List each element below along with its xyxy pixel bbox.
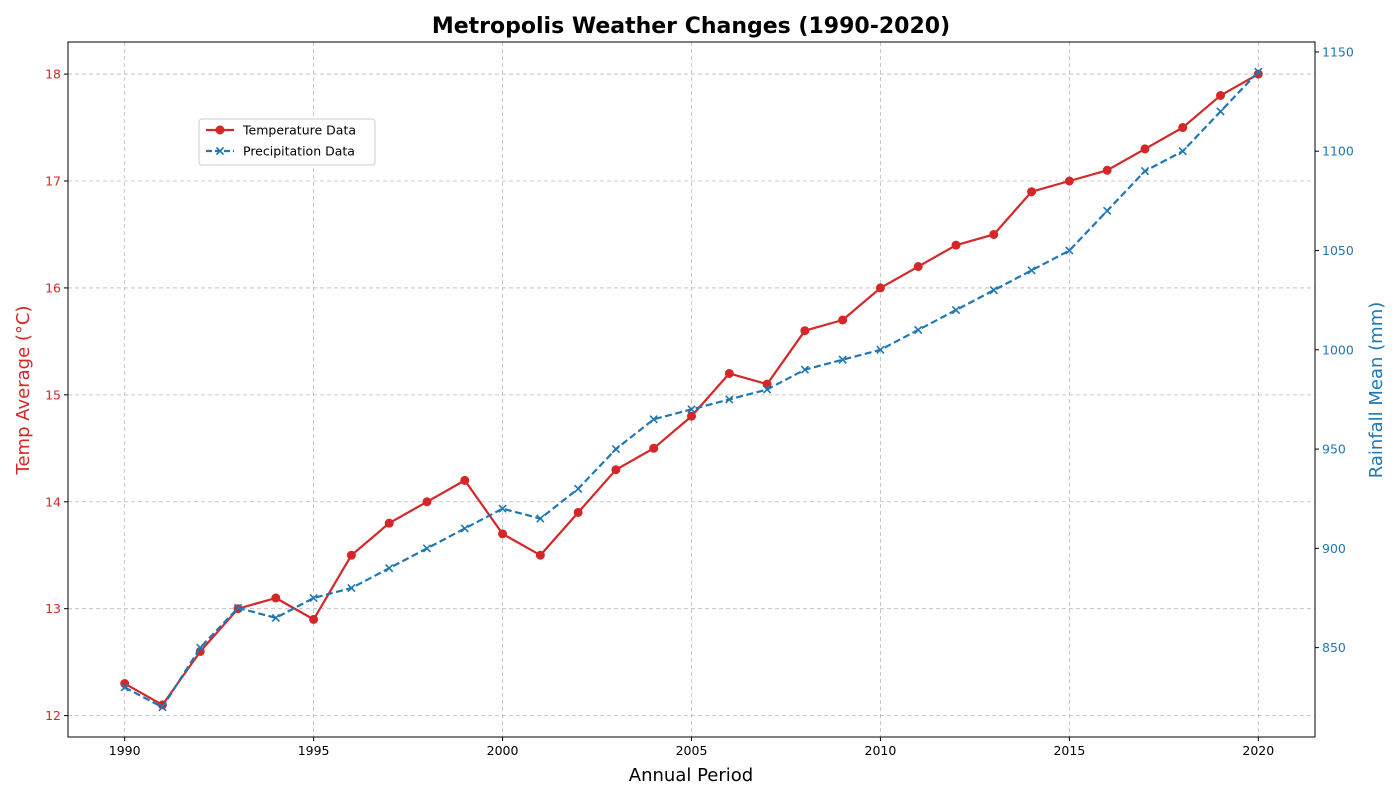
- data-point: [1103, 206, 1112, 215]
- data-point: [573, 507, 583, 517]
- data-point: [309, 593, 318, 603]
- data-point: [422, 497, 432, 507]
- data-point: [838, 315, 848, 325]
- data-point: [233, 603, 243, 613]
- data-point: [1254, 67, 1263, 76]
- legend-box: [198, 118, 376, 166]
- data-point: [951, 240, 961, 250]
- data-point: [875, 283, 885, 293]
- data-point: [1178, 123, 1188, 133]
- axis-layer: 1990 1995 2000 2005 2010 2015 2020 12 13 14 15 16 17…: [45, 44, 1354, 758]
- data-point: [611, 444, 621, 454]
- data-point: [498, 504, 507, 513]
- data-point: [687, 405, 696, 414]
- y-right-tick-label: 1000: [1322, 342, 1354, 357]
- data-point: [158, 703, 167, 712]
- legend-marker: [215, 146, 225, 156]
- data-point: [762, 379, 772, 389]
- legend-label: Temperature Data: [242, 123, 356, 138]
- series-layer: [120, 67, 1263, 712]
- legend-marker: [215, 125, 225, 135]
- data-point: [989, 286, 998, 295]
- data-point: [196, 643, 205, 652]
- y-right-tick-label: 950: [1322, 442, 1346, 457]
- x-tick-label: 2005: [676, 743, 708, 758]
- x-tick-label: 2000: [487, 743, 519, 758]
- x-tick-label: 1995: [298, 743, 330, 758]
- y-left-tick-label: 12: [45, 708, 61, 723]
- series-2: [120, 67, 1263, 712]
- data-point: [384, 518, 394, 528]
- y-right-tick-label: 850: [1322, 640, 1346, 655]
- data-point: [800, 326, 810, 336]
- data-point: [120, 683, 129, 692]
- x-axis-label: Annual Period: [629, 765, 753, 786]
- data-point: [309, 614, 319, 624]
- data-point: [271, 613, 280, 623]
- data-point: [800, 365, 810, 374]
- grid-layer: [68, 42, 1315, 737]
- data-point: [422, 544, 432, 553]
- data-point: [1064, 176, 1074, 186]
- legend-item: Temperature Data: [206, 123, 356, 138]
- y-left-tick-label: 14: [45, 494, 61, 509]
- data-point: [876, 345, 885, 354]
- legend-item: Precipitation Data: [206, 144, 355, 159]
- x-tick-label: 2010: [865, 743, 897, 758]
- data-point: [1178, 147, 1187, 156]
- data-point: [573, 484, 583, 493]
- y-right-tick-label: 1050: [1322, 243, 1354, 258]
- y-left-tick-label: 15: [45, 387, 61, 402]
- y-left-tick-label: 13: [45, 601, 61, 616]
- data-point: [460, 524, 469, 533]
- data-point: [611, 465, 621, 475]
- x-tick-label: 1990: [109, 743, 141, 758]
- data-point: [725, 395, 734, 404]
- data-point: [838, 355, 847, 364]
- y-axis-left-label: Temp Average (°C): [13, 306, 34, 476]
- data-point: [649, 443, 659, 453]
- data-point: [1216, 107, 1225, 116]
- data-point: [913, 262, 923, 272]
- chart-title: Metropolis Weather Changes (1990-2020): [432, 14, 950, 39]
- data-point: [1253, 69, 1263, 79]
- data-point: [536, 514, 545, 523]
- data-point: [1065, 246, 1074, 255]
- data-point: [762, 385, 772, 394]
- data-point: [1027, 187, 1037, 197]
- data-point: [346, 550, 356, 560]
- data-point: [914, 325, 923, 335]
- y-axis-right-label: Rainfall Mean (mm): [1366, 302, 1387, 479]
- data-point: [347, 583, 356, 593]
- y-left-tick-label: 18: [45, 67, 61, 82]
- data-point: [724, 368, 734, 378]
- data-point: [649, 415, 658, 424]
- y-left-tick-label: 17: [45, 174, 61, 189]
- y-left-tick-label: 16: [45, 280, 61, 295]
- data-point: [460, 475, 470, 485]
- data-point: [1140, 144, 1150, 154]
- data-point: [385, 564, 394, 573]
- y-right-tick-label: 900: [1322, 541, 1346, 556]
- x-tick-label: 2015: [1053, 743, 1085, 758]
- data-point: [1140, 166, 1150, 176]
- y-right-tick-label: 1150: [1322, 44, 1354, 59]
- y-right-tick-label: 1100: [1322, 144, 1354, 159]
- data-point: [1027, 266, 1036, 275]
- legend-label: Precipitation Data: [243, 144, 355, 159]
- data-point: [498, 529, 508, 539]
- data-point: [989, 229, 999, 239]
- data-point: [535, 550, 545, 560]
- legend: Temperature Data Precipitation Data: [198, 118, 376, 166]
- data-point: [687, 411, 696, 421]
- data-point: [271, 593, 281, 603]
- series-1: [120, 69, 1263, 710]
- data-point: [951, 305, 961, 315]
- data-point: [1216, 90, 1226, 100]
- x-tick-label: 2020: [1242, 743, 1274, 758]
- data-point: [1102, 165, 1112, 175]
